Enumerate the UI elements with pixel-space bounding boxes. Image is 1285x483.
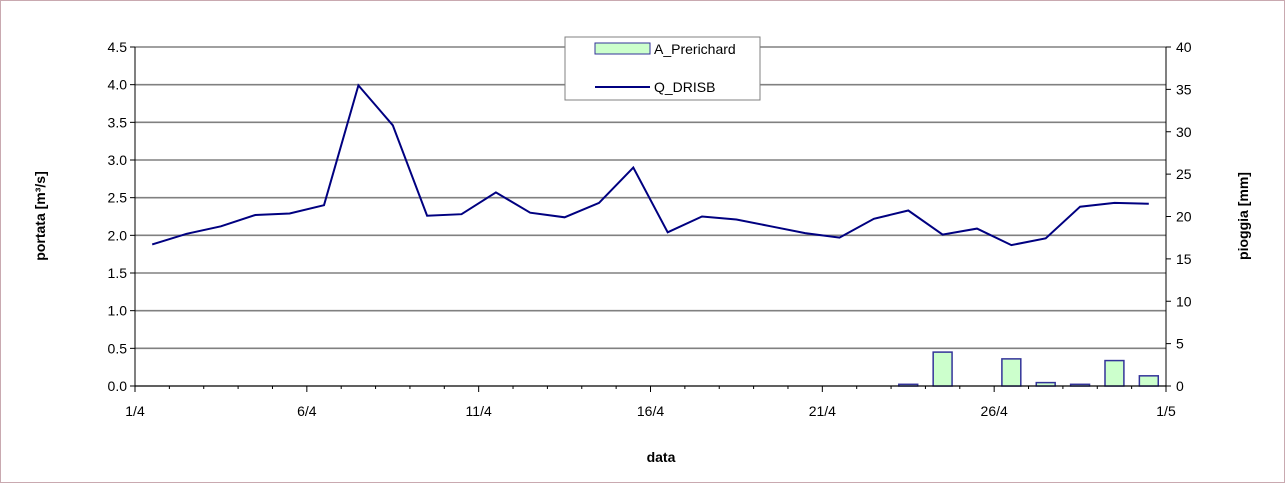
left-tick-label: 4.0 [108, 77, 128, 93]
left-tick-label: 0.5 [108, 340, 128, 356]
bar [1138, 375, 1160, 387]
bar [1104, 359, 1125, 387]
right-tick-label: 10 [1176, 293, 1192, 309]
right-tick-label: 40 [1176, 39, 1192, 55]
bars-a-prerichard [898, 351, 1160, 387]
right-tick-label: 25 [1176, 166, 1192, 182]
left-tick-label: 3.0 [108, 152, 128, 168]
right-tick-label: 15 [1176, 251, 1192, 267]
right-tick-label: 35 [1176, 81, 1192, 97]
left-tick-label: 1.5 [108, 265, 128, 281]
left-tick-label: 0.0 [108, 378, 128, 394]
y-axis-left-label: portata [m³/s] [32, 171, 48, 260]
legend-label-a-prerichard: A_Prerichard [654, 41, 736, 57]
left-tick-label: 3.5 [108, 114, 128, 130]
line-q-drisb [151, 83, 1149, 247]
x-tick-label: 1/4 [125, 403, 145, 419]
right-tick-label: 30 [1176, 124, 1192, 140]
right-tick-label: 20 [1176, 209, 1192, 225]
left-tick-label: 4.5 [108, 39, 128, 55]
y-axis-right-label: pioggia [mm] [1235, 172, 1251, 260]
left-tick-label: 2.5 [108, 190, 128, 206]
legend-label-q-drisb: Q_DRISB [654, 79, 715, 95]
bar [1001, 358, 1022, 387]
right-tick-label: 0 [1176, 378, 1184, 394]
left-tick-label: 1.0 [108, 303, 128, 319]
ticks: 0.0 0.5 1.0 1.5 2.0 2.5 3.0 3.5 4.0 4.5 0 5 10 15 20 25… [108, 39, 1192, 419]
left-tick-label: 2.0 [108, 227, 128, 243]
x-tick-label: 26/4 [981, 403, 1008, 419]
x-tick-label: 16/4 [637, 403, 664, 419]
x-axis-label: data [647, 449, 676, 465]
legend: A_Prerichard Q_DRISB [564, 36, 761, 101]
bar [1035, 381, 1056, 387]
legend-swatch-a-prerichard [594, 42, 651, 55]
x-tick-label: 21/4 [809, 403, 836, 419]
x-tick-label: 6/4 [297, 403, 317, 419]
series-line [151, 83, 1149, 247]
bar [932, 351, 953, 387]
x-tick-label: 11/4 [466, 403, 492, 419]
x-tick-label: 1/5 [1156, 403, 1176, 419]
right-tick-label: 5 [1176, 336, 1184, 352]
